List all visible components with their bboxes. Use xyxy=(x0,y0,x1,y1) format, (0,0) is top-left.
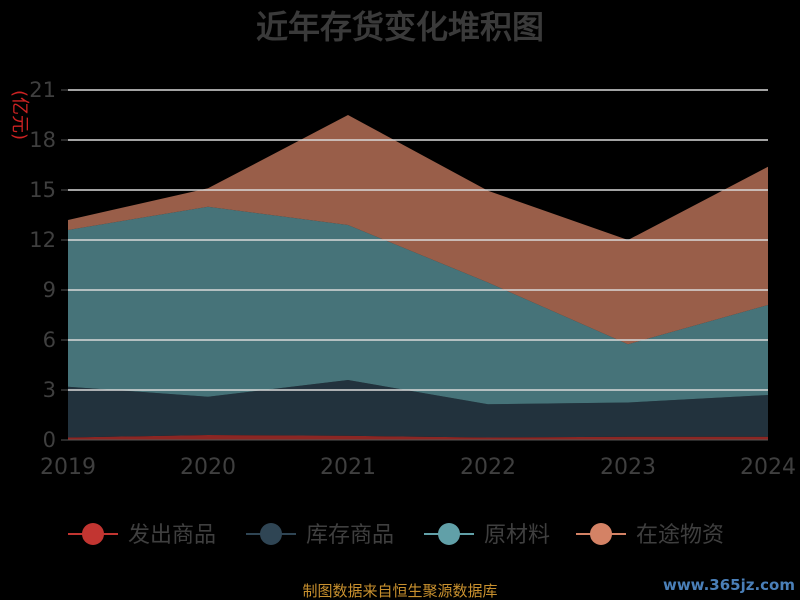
y-axis: 0 3 6 9 12 15 18 21 xyxy=(29,78,68,452)
x-tick-label: 2020 xyxy=(180,455,236,480)
y-tick-label: 9 xyxy=(43,278,56,302)
legend-item-2: 库存商品 xyxy=(246,523,394,548)
area-series-1 xyxy=(68,435,768,440)
x-tick-label: 2022 xyxy=(460,455,516,480)
legend-label: 在途物资 xyxy=(636,523,724,548)
legend-marker xyxy=(260,523,282,545)
legend-label: 库存商品 xyxy=(306,523,394,548)
chart-title: 近年存货变化堆积图 xyxy=(256,8,544,46)
area-series-2 xyxy=(68,380,768,438)
y-tick-label: 0 xyxy=(43,428,56,452)
legend-item-3: 原材料 xyxy=(424,523,550,548)
legend-marker xyxy=(438,523,460,545)
x-tick-label: 2024 xyxy=(740,455,796,480)
y-tick-label: 3 xyxy=(43,378,56,402)
legend-item-4: 在途物资 xyxy=(576,523,724,548)
area-layers xyxy=(68,115,768,440)
legend-label: 原材料 xyxy=(484,523,550,548)
y-axis-unit: (亿元) xyxy=(9,90,30,140)
area-series-4 xyxy=(68,115,768,345)
x-tick-label: 2019 xyxy=(40,455,96,480)
legend-marker xyxy=(590,523,612,545)
y-tick-label: 12 xyxy=(29,228,56,252)
watermark: www.365jz.com xyxy=(663,576,795,594)
x-tick-label: 2023 xyxy=(600,455,656,480)
y-tick-label: 6 xyxy=(43,328,56,352)
y-tick-label: 18 xyxy=(29,128,56,152)
legend-item-1: 发出商品 xyxy=(68,523,216,548)
x-axis: 2019 2020 2021 2022 2023 2024 xyxy=(40,455,796,480)
data-source-note: 制图数据来自恒生聚源数据库 xyxy=(302,582,497,600)
x-tick-label: 2021 xyxy=(320,455,376,480)
y-tick-label: 15 xyxy=(29,178,56,202)
area-series-3 xyxy=(68,206,768,405)
y-tick-label: 21 xyxy=(29,78,56,102)
gridlines xyxy=(68,89,768,441)
legend: 发出商品 库存商品 原材料 在途物资 xyxy=(68,523,724,548)
legend-label: 发出商品 xyxy=(128,523,216,548)
legend-marker xyxy=(82,523,104,545)
